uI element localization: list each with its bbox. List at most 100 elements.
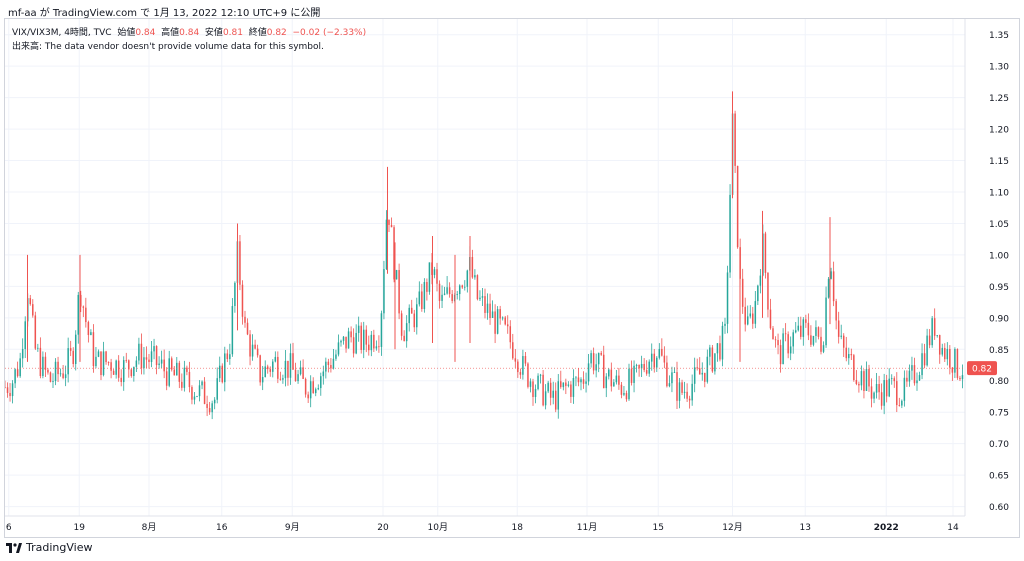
candle-body [337,342,340,355]
candle-body [557,381,560,410]
candle-body [466,270,469,287]
candle-body [534,389,537,397]
candle-body [537,375,539,390]
candle-body [297,374,299,382]
candle-body [496,309,499,334]
footer-brand[interactable]: TradingView [6,541,92,554]
candle-body [951,367,954,373]
candle-body [5,387,6,388]
candle-body [140,343,143,369]
candle-body [489,303,491,319]
candle-body [345,336,347,349]
candle-body [752,313,754,324]
candle-body [317,388,320,390]
x-tick-label: 2022 [874,523,899,533]
candle-body [863,371,865,391]
candle-body [744,306,746,325]
candle-body [926,335,928,366]
candle-body [198,385,201,397]
candle-body [145,357,148,360]
candle-body [294,369,297,382]
candle-body [754,301,757,324]
symbol-label[interactable]: VIX/VIX3M, 4時間, TVC [12,28,112,38]
candle-body [325,361,327,372]
candle-body [201,381,203,386]
candle-body [645,370,648,374]
candle-body [837,320,840,337]
candle-body [491,311,494,319]
candle-body [517,361,519,373]
candle-body [547,382,549,392]
candle-body [954,349,956,373]
candle-body [933,318,936,336]
ohlc-line: VIX/VIX3M, 4時間, TVC 始値0.84 高値0.84 安値0.81… [12,26,366,40]
candle-body [587,363,590,382]
candle-body [666,362,668,387]
candle-body [52,380,54,382]
candle-body [827,278,830,298]
candle-body [458,285,461,295]
low-label: 安値 [204,28,223,38]
candle-body [792,332,794,347]
candle-body [673,372,676,373]
x-tick-label: 13 [800,523,811,533]
candle-body [681,382,683,393]
candle-body [501,317,504,319]
candle-body [335,354,337,359]
candle-body [269,369,272,372]
candle-body [890,378,893,380]
candle-body [597,352,600,365]
candle-body [580,379,582,383]
candle-body [261,377,264,383]
candle-body [92,332,95,367]
candle-body [44,356,47,370]
candle-body [186,367,188,372]
candle-body [512,342,514,359]
candle-body [772,328,774,340]
candle-body [504,317,506,325]
candle-body [403,335,405,342]
candle-body [734,113,736,166]
candle-body [196,396,198,397]
candlestick-chart[interactable]: 1.35 1.30 1.25 1.20 1.15 1.10 1.05 1.00 0.95 0.90… [5,19,1019,537]
candle-body [347,331,350,349]
candle-body [443,293,446,295]
candle-body [479,297,481,300]
y-tick-label: 0.70 [989,440,1009,450]
candle-body [850,354,853,356]
candle-body [817,327,820,337]
open-value: 0.84 [135,28,156,38]
candle-body [342,336,345,341]
candle-body [418,291,421,305]
published-line: mf-aa が TradingView.com で 1月 13, 2022 12… [8,4,320,19]
candle-body [413,313,416,328]
last-price-tag [967,361,997,376]
x-tick-label: 6 [6,523,12,533]
candle-body [688,398,691,401]
candle-body [810,335,812,345]
candle-body [640,363,643,369]
candle-body [312,381,314,394]
candle-body [125,360,128,361]
candle-body [797,325,800,331]
candle-body [428,262,431,292]
candle-body [577,377,580,383]
candle-body [226,353,229,360]
candle-body [650,353,653,362]
candle-body [218,365,221,379]
candle-body [130,369,133,376]
candle-body [102,351,105,376]
candle-body [721,325,724,360]
candle-body [304,378,307,395]
candle-body [552,390,554,398]
candle-body [32,304,34,316]
candle-body [916,380,918,384]
candle-body [716,343,719,354]
candle-body [529,381,532,387]
high-label: 高値 [161,28,180,38]
low-value: 0.81 [222,28,243,38]
y-tick-label: 1.25 [989,94,1009,104]
candle-body [484,296,486,313]
candle-body [873,392,875,399]
candle-body [949,348,951,368]
